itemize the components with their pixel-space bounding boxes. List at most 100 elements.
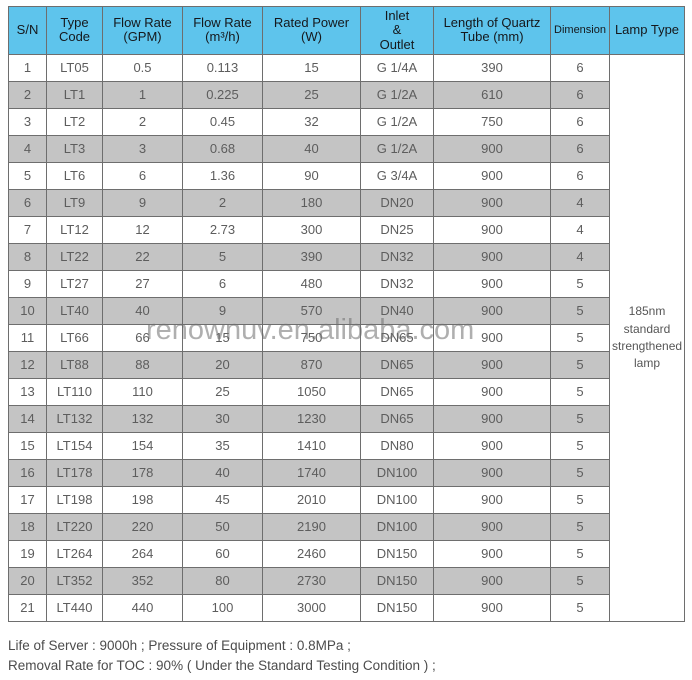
cell-quartz-tube-length: 900 [433, 566, 551, 595]
cell-inlet-outlet: DN32 [360, 242, 434, 271]
cell-flow-rate-m3h: 40 [182, 458, 263, 487]
cell-dimension: 4 [550, 242, 610, 271]
cell-type-code: LT27 [46, 269, 103, 298]
cell-type-code: LT264 [46, 539, 103, 568]
header-rated-power: Rated Power (W) [262, 6, 361, 55]
table-row: 19 LT264 264 60 2460 DN150 900 5 [8, 539, 685, 568]
cell-flow-rate-m3h: 0.68 [182, 134, 263, 163]
cell-flow-rate-gpm: 0.5 [102, 53, 183, 82]
table-row: 11 LT66 66 15 750 DN65 900 5 [8, 323, 685, 352]
header-sn: S/N [8, 6, 47, 55]
cell-quartz-tube-length: 900 [433, 539, 551, 568]
cell-sn: 8 [8, 242, 47, 271]
header-type-code: Type Code [46, 6, 103, 55]
cell-flow-rate-gpm: 132 [102, 404, 183, 433]
cell-quartz-tube-length: 900 [433, 458, 551, 487]
cell-dimension: 5 [550, 269, 610, 298]
cell-flow-rate-gpm: 27 [102, 269, 183, 298]
cell-flow-rate-m3h: 0.225 [182, 80, 263, 109]
cell-rated-power: 40 [262, 134, 361, 163]
cell-type-code: LT66 [46, 323, 103, 352]
cell-quartz-tube-length: 900 [433, 350, 551, 379]
cell-rated-power: 570 [262, 296, 361, 325]
table-row: 21 LT440 440 100 3000 DN150 900 5 [8, 593, 685, 622]
cell-flow-rate-gpm: 110 [102, 377, 183, 406]
cell-dimension: 5 [550, 350, 610, 379]
table-row: 8 LT22 22 5 390 DN32 900 4 [8, 242, 685, 271]
cell-flow-rate-gpm: 220 [102, 512, 183, 541]
table-row: 14 LT132 132 30 1230 DN65 900 5 [8, 404, 685, 433]
cell-dimension: 5 [550, 485, 610, 514]
cell-inlet-outlet: DN40 [360, 296, 434, 325]
cell-dimension: 5 [550, 512, 610, 541]
cell-inlet-outlet: G 1/2A [360, 107, 434, 136]
cell-flow-rate-m3h: 20 [182, 350, 263, 379]
cell-type-code: LT132 [46, 404, 103, 433]
cell-inlet-outlet: DN100 [360, 485, 434, 514]
lamp-spec-table: S/N Type Code Flow Rate (GPM) Flow Rate … [8, 6, 685, 622]
cell-quartz-tube-length: 900 [433, 593, 551, 622]
cell-type-code: LT198 [46, 485, 103, 514]
cell-flow-rate-m3h: 2 [182, 188, 263, 217]
cell-rated-power: 1050 [262, 377, 361, 406]
cell-quartz-tube-length: 900 [433, 431, 551, 460]
cell-flow-rate-m3h: 80 [182, 566, 263, 595]
table-row: 12 LT88 88 20 870 DN65 900 5 [8, 350, 685, 379]
cell-rated-power: 2010 [262, 485, 361, 514]
cell-quartz-tube-length: 900 [433, 485, 551, 514]
cell-inlet-outlet: DN65 [360, 323, 434, 352]
cell-inlet-outlet: G 1/2A [360, 134, 434, 163]
cell-flow-rate-m3h: 5 [182, 242, 263, 271]
cell-inlet-outlet: DN150 [360, 566, 434, 595]
cell-inlet-outlet: G 1/2A [360, 80, 434, 109]
footer-notes: Life of Server : 9000h ; Pressure of Equ… [8, 636, 436, 676]
cell-quartz-tube-length: 900 [433, 323, 551, 352]
cell-inlet-outlet: DN150 [360, 539, 434, 568]
cell-quartz-tube-length: 900 [433, 512, 551, 541]
cell-type-code: LT178 [46, 458, 103, 487]
header-flow-rate-gpm: Flow Rate (GPM) [102, 6, 183, 55]
cell-dimension: 6 [550, 53, 610, 82]
cell-type-code: LT110 [46, 377, 103, 406]
cell-quartz-tube-length: 900 [433, 215, 551, 244]
cell-quartz-tube-length: 390 [433, 53, 551, 82]
cell-sn: 16 [8, 458, 47, 487]
cell-sn: 9 [8, 269, 47, 298]
cell-flow-rate-m3h: 0.113 [182, 53, 263, 82]
cell-quartz-tube-length: 900 [433, 242, 551, 271]
cell-dimension: 5 [550, 404, 610, 433]
table-row: 3 LT2 2 0.45 32 G 1/2A 750 6 [8, 107, 685, 136]
cell-dimension: 4 [550, 215, 610, 244]
cell-flow-rate-m3h: 15 [182, 323, 263, 352]
cell-type-code: LT154 [46, 431, 103, 460]
cell-inlet-outlet: DN150 [360, 593, 434, 622]
cell-rated-power: 2190 [262, 512, 361, 541]
cell-rated-power: 180 [262, 188, 361, 217]
cell-quartz-tube-length: 900 [433, 188, 551, 217]
cell-inlet-outlet: G 3/4A [360, 161, 434, 190]
lamp-type-cell: 185nm standard strengthened lamp [609, 53, 685, 622]
cell-dimension: 5 [550, 539, 610, 568]
cell-quartz-tube-length: 610 [433, 80, 551, 109]
table-row: 10 LT40 40 9 570 DN40 900 5 [8, 296, 685, 325]
cell-inlet-outlet: DN65 [360, 404, 434, 433]
cell-sn: 1 [8, 53, 47, 82]
cell-sn: 20 [8, 566, 47, 595]
cell-flow-rate-m3h: 9 [182, 296, 263, 325]
cell-dimension: 5 [550, 296, 610, 325]
cell-flow-rate-gpm: 264 [102, 539, 183, 568]
cell-rated-power: 1410 [262, 431, 361, 460]
table-row: 15 LT154 154 35 1410 DN80 900 5 [8, 431, 685, 460]
cell-quartz-tube-length: 900 [433, 404, 551, 433]
table-row: 18 LT220 220 50 2190 DN100 900 5 [8, 512, 685, 541]
cell-dimension: 5 [550, 323, 610, 352]
cell-quartz-tube-length: 900 [433, 296, 551, 325]
cell-rated-power: 390 [262, 242, 361, 271]
cell-rated-power: 15 [262, 53, 361, 82]
cell-inlet-outlet: DN65 [360, 377, 434, 406]
cell-flow-rate-gpm: 198 [102, 485, 183, 514]
cell-inlet-outlet: DN25 [360, 215, 434, 244]
header-quartz-tube-length: Length of Quartz Tube (mm) [433, 6, 551, 55]
cell-sn: 14 [8, 404, 47, 433]
cell-quartz-tube-length: 900 [433, 377, 551, 406]
